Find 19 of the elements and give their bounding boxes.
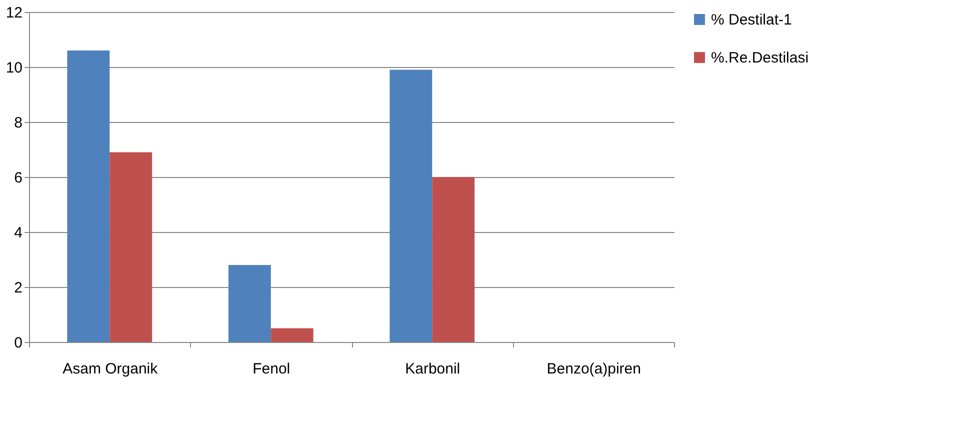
bar (270, 328, 314, 342)
x-tick-label: Fenol (252, 360, 290, 378)
x-tick-label: Benzo(a)piren (546, 360, 641, 378)
y-tick-label: 4 (14, 224, 22, 242)
y-tick-label: 6 (14, 170, 22, 186)
legend-label: %.Re.Destilasi (711, 50, 809, 66)
y-tick-label: 10 (6, 60, 22, 76)
bar (110, 152, 152, 342)
y-tick-label: 2 (14, 280, 22, 296)
bar (67, 50, 110, 342)
bar (390, 70, 432, 342)
y-tick-label: 0 (14, 334, 22, 352)
y-tick-label: 12 (6, 4, 22, 22)
x-tick-label: Asam Organik (62, 360, 158, 378)
bar (228, 265, 271, 342)
x-tick-label: Karbonil (405, 360, 460, 378)
legend-label: % Destilat-1 (711, 12, 792, 28)
y-tick-label: 8 (14, 114, 22, 132)
bar (432, 177, 475, 342)
